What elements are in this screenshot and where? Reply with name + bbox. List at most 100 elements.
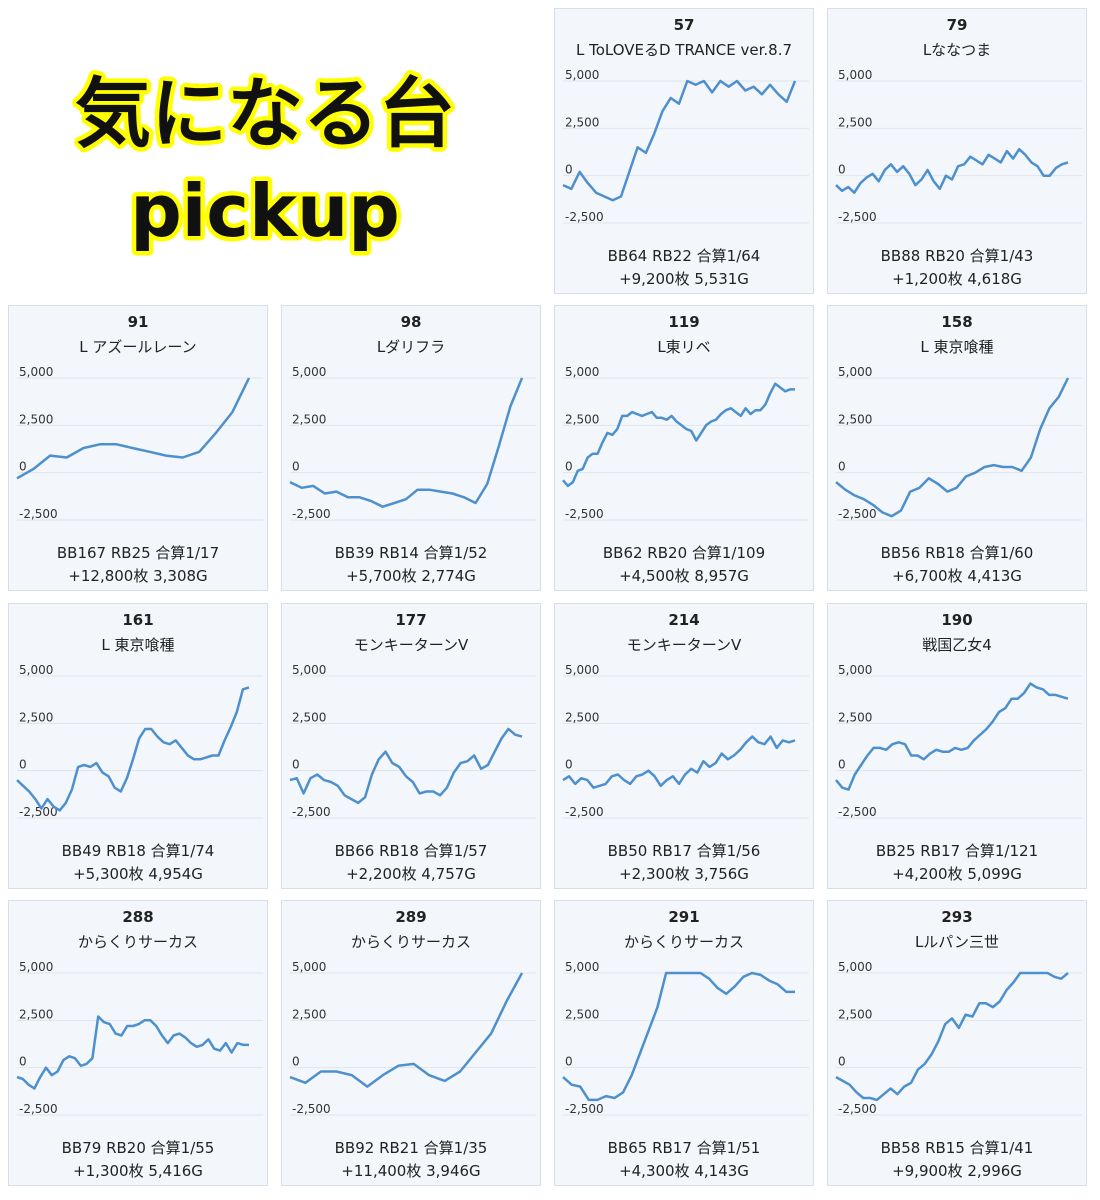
machine-number: 291 — [668, 908, 700, 926]
chart-plot: 5,000 2,500 0 -2,500 — [16, 365, 263, 521]
payout-stats: +1,200枚 4,618G — [892, 270, 1022, 288]
y-tick-label: 5,000 — [19, 960, 53, 974]
machine-name: 戦国乙女4 — [922, 636, 992, 654]
machine-card[interactable]: 5,000 2,500 0 -2,500 288 からくりサーカス BB79 RB20 合算… — [8, 900, 268, 1186]
machine-name: L 東京喰種 — [920, 338, 994, 356]
series-line — [835, 147, 1069, 194]
y-tick-label: -2,500 — [565, 1102, 604, 1116]
y-tick-label: 5,000 — [838, 960, 872, 974]
bonus-stats: BB25 RB17 合算1/121 — [875, 842, 1039, 860]
machine-number: 177 — [395, 611, 427, 629]
machine-card[interactable]: 5,000 2,500 0 -2,500 98 Lダリフラ BB39 RB14 合算1/52… — [281, 305, 541, 591]
series-line — [835, 971, 1069, 1102]
y-tick-label: 5,000 — [838, 365, 872, 379]
machine-card[interactable]: 5,000 2,500 0 -2,500 291 からくりサーカス BB65 RB17 合算… — [554, 900, 814, 1186]
chart-plot: 5,000 2,500 0 -2,500 — [562, 365, 809, 521]
y-tick-label: 2,500 — [19, 1007, 53, 1021]
y-tick-label: 2,500 — [19, 710, 53, 724]
machine-number: 288 — [122, 908, 154, 926]
machine-name: Lななつま — [922, 41, 992, 59]
chart-plot: 5,000 2,500 0 -2,500 — [289, 365, 536, 521]
machine-name: Lルパン三世 — [914, 933, 1000, 951]
bonus-stats: BB79 RB20 合算1/55 — [61, 1139, 215, 1157]
y-tick-label: 5,000 — [19, 365, 53, 379]
machine-card[interactable]: 5,000 2,500 0 -2,500 158 L 東京喰種 BB56 RB18 合算1/… — [827, 305, 1087, 591]
y-tick-label: 2,500 — [565, 1007, 599, 1021]
machine-card[interactable]: 5,000 2,500 0 -2,500 57 L ToLOVEるD TRANCE ver… — [554, 8, 814, 294]
series-line — [562, 79, 797, 202]
y-tick-label: 2,500 — [838, 1007, 872, 1021]
machine-number: 91 — [127, 313, 149, 331]
series-line — [16, 377, 251, 480]
y-tick-label: 5,000 — [838, 663, 872, 677]
chart-plot: 5,000 2,500 0 -2,500 — [562, 663, 809, 819]
bonus-stats: BB65 RB17 合算1/51 — [607, 1139, 761, 1157]
machine-number: 161 — [122, 611, 154, 629]
y-tick-label: 2,500 — [565, 115, 599, 129]
y-tick-label: 5,000 — [292, 365, 326, 379]
y-tick-label: 0 — [838, 163, 846, 177]
machine-number: 190 — [941, 611, 973, 629]
payout-stats: +2,200枚 4,757G — [346, 865, 476, 883]
machine-name: からくりサーカス — [623, 933, 744, 951]
y-tick-label: -2,500 — [838, 507, 877, 521]
y-tick-label: -2,500 — [838, 805, 877, 819]
y-tick-label: 0 — [565, 1055, 573, 1069]
payout-stats: +9,900枚 2,996G — [892, 1162, 1022, 1180]
y-tick-label: -2,500 — [292, 805, 331, 819]
series-line — [289, 972, 524, 1088]
y-tick-label: 5,000 — [292, 960, 326, 974]
payout-stats: +6,700枚 4,413G — [892, 567, 1022, 585]
chart-plot: 5,000 2,500 0 -2,500 — [835, 68, 1082, 224]
bonus-stats: BB49 RB18 合算1/74 — [61, 842, 215, 860]
y-tick-label: 0 — [838, 758, 846, 772]
payout-stats: +1,300枚 5,416G — [73, 1162, 203, 1180]
y-tick-label: -2,500 — [292, 507, 331, 521]
payout-stats: +12,800枚 3,308G — [68, 567, 208, 585]
y-tick-label: 0 — [838, 460, 846, 474]
machine-card[interactable]: 5,000 2,500 0 -2,500 119 L東リベ BB62 RB20 合算1/10… — [554, 305, 814, 591]
series-line — [835, 682, 1069, 791]
bonus-stats: BB92 RB21 合算1/35 — [334, 1139, 488, 1157]
bonus-stats: BB58 RB15 合算1/41 — [880, 1139, 1034, 1157]
bonus-stats: BB66 RB18 合算1/57 — [334, 842, 488, 860]
chart-plot: 5,000 2,500 0 -2,500 — [835, 365, 1082, 521]
banner-subtitle: pickup — [130, 169, 400, 253]
bonus-stats: BB167 RB25 合算1/17 — [56, 544, 220, 562]
machine-number: 98 — [400, 313, 422, 331]
chart-plot: 5,000 2,500 0 -2,500 — [562, 960, 809, 1116]
machine-name: L アズールレーン — [79, 338, 197, 356]
machine-name: モンキーターンV — [353, 636, 469, 654]
y-tick-label: 2,500 — [565, 412, 599, 426]
y-tick-label: -2,500 — [19, 805, 58, 819]
machine-number: 158 — [941, 313, 973, 331]
machine-card[interactable]: 5,000 2,500 0 -2,500 190 戦国乙女4 BB25 RB17 合算1/1… — [827, 603, 1087, 889]
machine-card[interactable]: 5,000 2,500 0 -2,500 289 からくりサーカス BB92 RB21 合算… — [281, 900, 541, 1186]
series-line — [16, 686, 250, 812]
machine-name: モンキーターンV — [626, 636, 742, 654]
machine-card[interactable]: 5,000 2,500 0 -2,500 91 L アズールレーン BB167 RB25 合… — [8, 305, 268, 591]
payout-stats: +5,300枚 4,954G — [73, 865, 203, 883]
chart-plot: 5,000 2,500 0 -2,500 — [289, 663, 536, 819]
series-line — [562, 735, 796, 789]
series-line — [562, 971, 795, 1102]
machine-name: L ToLOVEるD TRANCE ver.8.7 — [575, 41, 793, 59]
y-tick-label: 0 — [292, 460, 300, 474]
machine-number: 57 — [673, 16, 695, 34]
machine-card[interactable]: 5,000 2,500 0 -2,500 293 Lルパン三世 BB58 RB15 合算1/… — [827, 900, 1087, 1186]
machine-card[interactable]: 5,000 2,500 0 -2,500 177 モンキーターンV BB66 RB18 合算… — [281, 603, 541, 889]
y-tick-label: 2,500 — [838, 412, 872, 426]
y-tick-label: -2,500 — [565, 210, 604, 224]
y-tick-label: 2,500 — [838, 115, 872, 129]
y-tick-label: 0 — [292, 1055, 300, 1069]
machine-card[interactable]: 5,000 2,500 0 -2,500 79 Lななつま BB88 RB20 合算1/43… — [827, 8, 1087, 294]
payout-stats: +11,400枚 3,946G — [341, 1162, 481, 1180]
y-tick-label: 2,500 — [292, 1007, 326, 1021]
machine-card[interactable]: 5,000 2,500 0 -2,500 161 L 東京喰種 BB49 RB18 合算1/… — [8, 603, 268, 889]
machine-name: L 東京喰種 — [101, 636, 175, 654]
y-tick-label: 0 — [19, 460, 27, 474]
machine-card[interactable]: 5,000 2,500 0 -2,500 214 モンキーターンV BB50 RB17 合算… — [554, 603, 814, 889]
machine-number: 293 — [941, 908, 973, 926]
chart-plot: 5,000 2,500 0 -2,500 — [16, 663, 263, 819]
y-tick-label: 0 — [838, 1055, 846, 1069]
